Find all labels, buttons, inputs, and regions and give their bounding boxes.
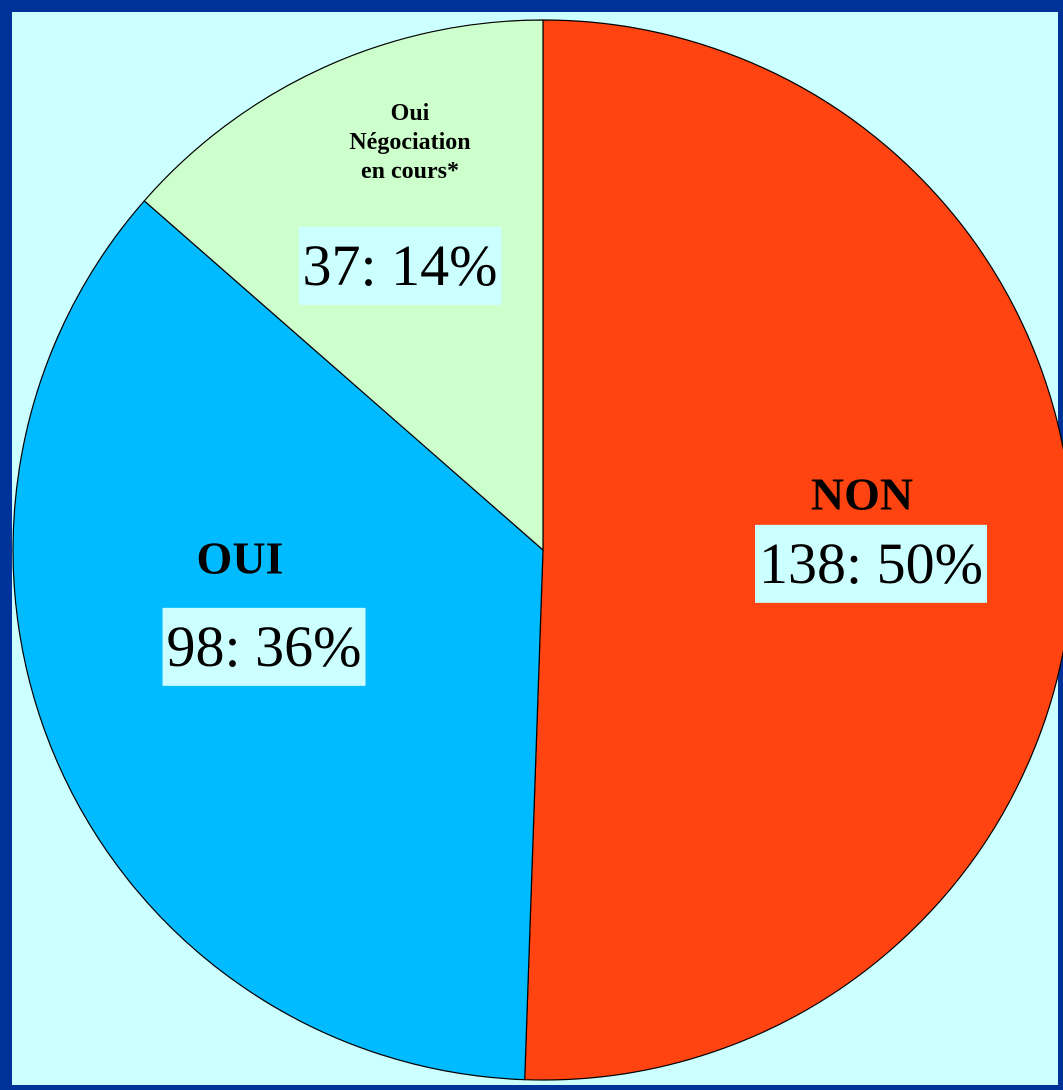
slice-label: Oui Négociation en cours*: [349, 99, 471, 184]
slice-label: OUI: [196, 532, 284, 584]
value-label: 98: 36%: [162, 607, 366, 687]
value-label: 37: 14%: [298, 226, 502, 306]
value-label: 138: 50%: [755, 524, 987, 604]
slice-label: NON: [810, 468, 914, 520]
